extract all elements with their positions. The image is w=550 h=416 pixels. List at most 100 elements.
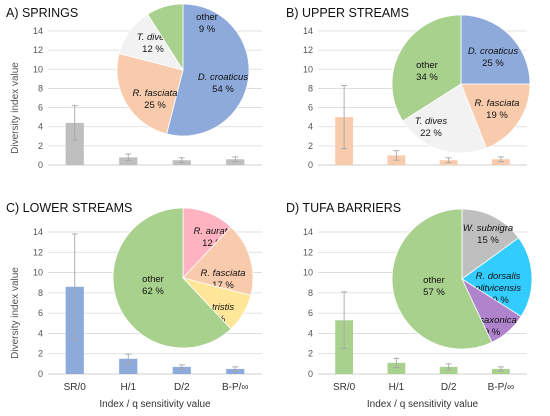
x-axis-label: Index / q sensitivity value bbox=[367, 399, 479, 410]
pie-slice-percent: 15 % bbox=[477, 235, 499, 246]
pie-slice-percent: 17 % bbox=[212, 280, 234, 291]
bar bbox=[491, 368, 510, 374]
pie-slice-percent: 19 % bbox=[487, 295, 509, 306]
x-tick-label: SR/0 bbox=[333, 382, 356, 393]
pie-slice-label: H. saxonica bbox=[467, 315, 517, 326]
pie-slice-percent: 9 % bbox=[199, 24, 216, 35]
y-tick-label: 6 bbox=[38, 103, 43, 113]
pie-slice-label: T. dives bbox=[137, 32, 170, 43]
y-tick-label: 0 bbox=[38, 160, 43, 170]
y-tick-label: 8 bbox=[38, 83, 43, 93]
panel-title: B) UPPER STREAMS bbox=[286, 6, 409, 20]
y-tick-label: 6 bbox=[308, 103, 313, 113]
y-tick-label: 8 bbox=[308, 83, 313, 93]
y-tick-label: 0 bbox=[308, 160, 313, 170]
pie-slice-label: R. aurata bbox=[193, 226, 232, 237]
bar bbox=[491, 159, 510, 165]
y-tick-label: 12 bbox=[33, 247, 43, 257]
x-tick-label: SR/0 bbox=[64, 382, 87, 393]
bar bbox=[65, 122, 84, 165]
pie-slice-label: other bbox=[423, 275, 445, 286]
pie-slice bbox=[391, 208, 493, 350]
pie-slice bbox=[460, 14, 531, 85]
pie-slice-percent: 57 % bbox=[423, 287, 445, 298]
y-tick-label: 0 bbox=[38, 369, 43, 379]
pie-slice bbox=[116, 53, 184, 135]
pie-slice bbox=[460, 83, 531, 149]
y-tick-label: 6 bbox=[38, 308, 43, 318]
y-tick-label: 4 bbox=[308, 122, 313, 132]
y-tick-label: 0 bbox=[308, 369, 313, 379]
pie-slice-percent: 9 % bbox=[484, 327, 501, 338]
y-tick-label: 2 bbox=[308, 141, 313, 151]
panel-title: D) TUFA BARRIERS bbox=[286, 201, 401, 215]
y-tick-label: 6 bbox=[308, 308, 313, 318]
y-tick-label: 4 bbox=[308, 328, 313, 338]
y-tick-label: 8 bbox=[38, 288, 43, 298]
panel-3: C) LOWER STREAMS 0 2 4 6 8 10 12 14 Diversity ind… bbox=[6, 201, 262, 410]
x-tick-label: B-P/∞ bbox=[488, 382, 515, 393]
panel-title: A) SPRINGS bbox=[6, 6, 78, 20]
y-tick-label: 2 bbox=[38, 141, 43, 151]
pie-slice bbox=[461, 237, 533, 318]
pie-slice-label: W. subnigra bbox=[463, 223, 513, 234]
pie-slice-percent: 12 % bbox=[142, 44, 164, 55]
panel-1: A) SPRINGS 0 2 4 6 8 10 12 14 Diversity index val… bbox=[6, 3, 262, 170]
x-axis-label: Index / q sensitivity value bbox=[99, 399, 211, 410]
y-tick-label: 14 bbox=[33, 227, 43, 237]
pie-slice-label: other bbox=[196, 12, 218, 23]
pie-slice bbox=[147, 3, 184, 72]
pie-slice-percent: 22 % bbox=[420, 128, 442, 139]
panel-title: C) LOWER STREAMS bbox=[6, 201, 132, 215]
pie-slice-percent: 25 % bbox=[144, 100, 166, 111]
pie-slice-label: R. fasciata bbox=[133, 88, 178, 99]
y-tick-label: 14 bbox=[303, 227, 313, 237]
pie-slice bbox=[391, 14, 462, 122]
y-axis-label: Diversity index value bbox=[10, 267, 21, 359]
pie-slice bbox=[402, 83, 487, 154]
x-tick-label: H/1 bbox=[389, 382, 405, 393]
y-tick-label: 2 bbox=[308, 349, 313, 359]
y-tick-label: 10 bbox=[303, 268, 313, 278]
y-tick-label: 10 bbox=[33, 64, 43, 74]
y-tick-label: 4 bbox=[38, 328, 43, 338]
pie-slice bbox=[166, 3, 250, 137]
pie-slice-percent: 34 % bbox=[416, 72, 438, 83]
pie-slice-percent: 12 % bbox=[202, 238, 224, 249]
y-tick-label: 10 bbox=[303, 64, 313, 74]
bar bbox=[387, 362, 406, 374]
y-tick-label: 4 bbox=[38, 122, 43, 132]
pie-slice-label: R. tristis bbox=[200, 302, 235, 313]
pie-slice-percent: 19 % bbox=[486, 110, 508, 121]
pie-slice-percent: 25 % bbox=[482, 58, 504, 69]
panel-4: D) TUFA BARRIERS 0 2 4 6 8 10 12 14 SR/0 H/1 D/2 B-P… bbox=[286, 201, 533, 410]
bar bbox=[439, 366, 458, 374]
x-tick-label: B-P/∞ bbox=[222, 382, 249, 393]
bar bbox=[119, 157, 138, 165]
pie-slice-label: R. fasciata bbox=[201, 268, 246, 279]
pie-slice bbox=[182, 226, 254, 296]
bar bbox=[226, 368, 245, 374]
pie-slice-label: other bbox=[142, 274, 164, 285]
pie-slice-label: plitvicensis bbox=[474, 283, 521, 294]
pie-slice bbox=[461, 208, 520, 280]
bar bbox=[226, 159, 245, 165]
pie-slice-label: D. croaticus bbox=[198, 72, 248, 83]
y-axis-label: Diversity index value bbox=[10, 62, 21, 154]
y-tick-label: 10 bbox=[33, 268, 43, 278]
x-tick-label: D/2 bbox=[174, 382, 190, 393]
y-tick-label: 14 bbox=[33, 26, 43, 36]
y-tick-label: 12 bbox=[303, 45, 313, 55]
pie-slice-percent: 54 % bbox=[212, 84, 234, 95]
bar bbox=[119, 358, 138, 374]
pie-slice-label: other bbox=[416, 60, 438, 71]
x-tick-label: H/1 bbox=[120, 382, 136, 393]
pie-slice-label: T. dives bbox=[415, 116, 448, 127]
y-tick-label: 2 bbox=[38, 349, 43, 359]
y-tick-label: 12 bbox=[303, 247, 313, 257]
y-tick-label: 12 bbox=[33, 45, 43, 55]
y-tick-label: 14 bbox=[303, 26, 313, 36]
y-tick-label: 8 bbox=[308, 288, 313, 298]
pie-slice-label: D. croaticus bbox=[468, 46, 518, 57]
